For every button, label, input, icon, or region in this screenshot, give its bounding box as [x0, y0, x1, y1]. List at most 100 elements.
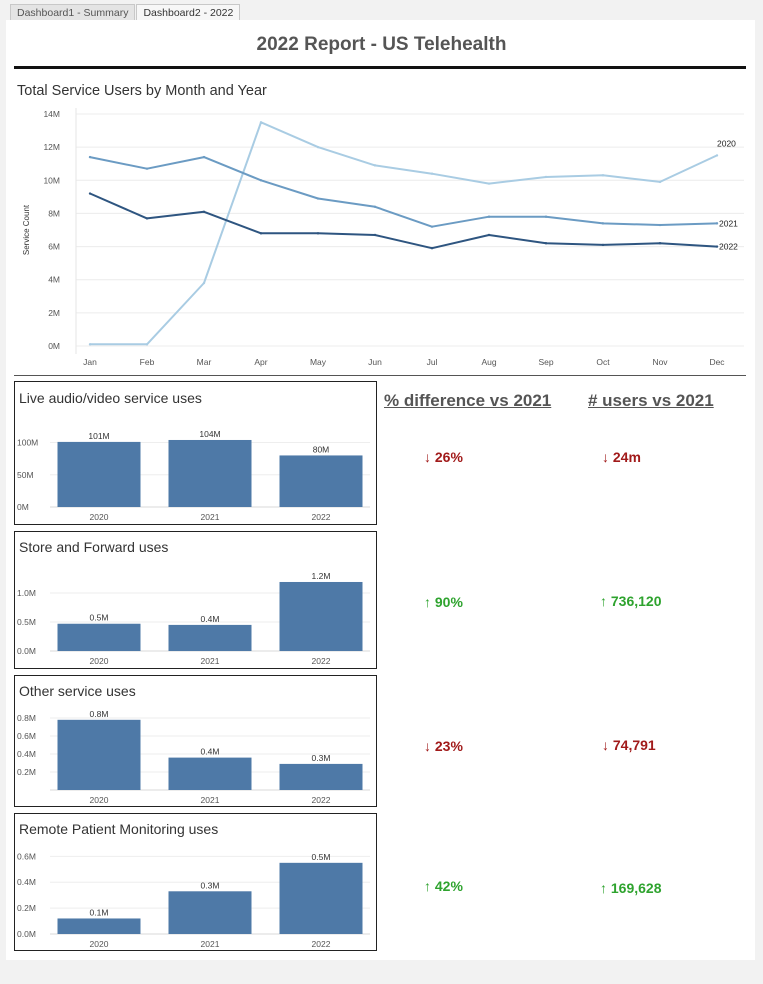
x-tick-label: Mar: [197, 357, 212, 367]
pct-diff-live-av: ↓ 26%: [424, 449, 463, 465]
tab-dashboard2[interactable]: Dashboard2 - 2022: [136, 4, 241, 22]
data-point-2020: [145, 343, 149, 346]
x-tick-label: Jul: [427, 357, 438, 367]
x-tick-label: Dec: [709, 357, 725, 367]
page-title: 2022 Report - US Telehealth: [256, 34, 507, 55]
x-tick-label: 2020: [90, 939, 109, 949]
bar-2022: [279, 862, 363, 934]
bar-value-label: 0.3M: [312, 753, 331, 763]
data-point-2020: [373, 164, 377, 167]
line-chart: Total Service Users by Month and Year Se…: [17, 83, 744, 367]
y-tick-label: 0.4M: [17, 877, 36, 887]
x-tick-label: Apr: [254, 357, 267, 367]
data-point-2021: [487, 215, 491, 218]
data-point-2022: [202, 210, 206, 213]
bar-2022: [279, 763, 363, 790]
y-tick-label: 0.4M: [17, 749, 36, 759]
x-tick-label: Feb: [140, 357, 155, 367]
y-tick-label: 0.0M: [17, 929, 36, 939]
x-tick-label: 2020: [90, 656, 109, 666]
bar-2022: [279, 455, 363, 507]
users-diff-header: # users vs 2021: [588, 391, 714, 410]
y-tick-label: 0M: [17, 502, 29, 512]
x-tick-label: 2021: [201, 512, 220, 522]
tab-dashboard1[interactable]: Dashboard1 - Summary: [10, 4, 136, 22]
data-point-2020: [202, 281, 206, 285]
bar-value-label: 0.4M: [201, 614, 220, 624]
y-tick-label: 0.2M: [17, 767, 36, 777]
data-point-2020: [430, 172, 434, 175]
data-point-2020: [658, 180, 662, 184]
y-tick-label: 14M: [43, 109, 60, 119]
data-point-2021: [658, 223, 662, 227]
data-point-2022: [259, 232, 263, 235]
x-tick-label: 2022: [312, 512, 331, 522]
x-tick-label: 2021: [201, 795, 220, 805]
data-point-2021: [202, 155, 206, 159]
data-point-2022: [316, 232, 320, 235]
x-tick-label: Oct: [596, 357, 610, 367]
data-point-2021: [373, 205, 377, 208]
x-tick-label: 2021: [201, 656, 220, 666]
x-tick-label: 2022: [312, 656, 331, 666]
y-tick-label: 0.8M: [17, 713, 36, 723]
x-tick-label: Sep: [538, 357, 553, 367]
data-point-2020: [544, 175, 548, 179]
bar-value-label: 0.5M: [90, 613, 109, 623]
pct-diff-other: ↓ 23%: [424, 738, 463, 754]
bar-value-label: 0.4M: [201, 747, 220, 757]
bar-value-label: 0.3M: [201, 880, 220, 890]
data-point-2021: [88, 155, 92, 159]
bar-value-label: 104M: [199, 429, 220, 439]
bar-chart-other: Other service uses 0.2M 0.4M 0.6M 0.8M 0.8M 2…: [17, 683, 370, 805]
bar-value-label: 1.2M: [312, 571, 331, 581]
bar-2020: [57, 441, 141, 507]
bar-2020: [57, 918, 141, 934]
data-point-2021: [430, 225, 434, 228]
panel-rpm: Remote Patient Monitoring uses 0.0M 0.2M 0…: [14, 813, 377, 951]
users-diff-other: ↓ 74,791: [602, 737, 656, 753]
y-tick-label: 0.6M: [17, 851, 36, 861]
x-tick-label: 2021: [201, 939, 220, 949]
title-divider: [14, 66, 746, 69]
data-point-2022: [373, 233, 377, 237]
bar-2021: [168, 439, 252, 507]
pct-diff-header: % difference vs 2021: [384, 391, 552, 410]
pct-diff-store-forward: ↑ 90%: [424, 594, 463, 610]
bar-chart-rpm: Remote Patient Monitoring uses 0.0M 0.2M 0…: [17, 821, 370, 949]
panel-live-av: Live audio/video service uses 0M 50M 100M 1…: [14, 381, 377, 525]
tab-bar: Dashboard1 - Summary Dashboard2 - 2022: [10, 4, 241, 22]
bar-chart-live-av: Live audio/video service uses 0M 50M 100M 1…: [17, 390, 370, 522]
bar-chart-title: Store and Forward uses: [19, 539, 168, 555]
data-point-2022: [145, 217, 149, 220]
y-tick-label: 0.2M: [17, 903, 36, 913]
y-tick-label: 6M: [48, 242, 60, 252]
users-diff-store-forward: ↑ 736,120: [600, 593, 662, 609]
data-point-2022: [601, 243, 605, 247]
bar-chart-title: Other service uses: [19, 683, 136, 699]
series-label-2022: 2022: [719, 242, 738, 252]
bar-2020: [57, 719, 141, 790]
users-diff-live-av: ↓ 24m: [602, 449, 641, 465]
series-line-2020: [90, 121, 718, 346]
section-divider: [14, 375, 746, 376]
bar-2021: [168, 757, 252, 790]
bar-value-label: 0.8M: [90, 709, 109, 719]
y-tick-label: 0.6M: [17, 731, 36, 741]
x-tick-label: 2022: [312, 795, 331, 805]
x-tick-label: Aug: [481, 357, 496, 367]
y-tick-label: 10M: [43, 175, 60, 185]
x-tick-label: 2022: [312, 939, 331, 949]
y-tick-label: 8M: [48, 208, 60, 218]
data-point-2022: [715, 245, 719, 248]
y-tick-label: 4M: [48, 275, 60, 285]
x-tick-label: Jun: [368, 357, 382, 367]
panel-other: Other service uses 0.2M 0.4M 0.6M 0.8M 0.8M 2…: [14, 675, 377, 807]
data-point-2022: [430, 247, 434, 250]
users-diff-rpm: ↑ 169,628: [600, 880, 662, 896]
y-tick-label: 1.0M: [17, 588, 36, 598]
data-point-2022: [88, 192, 92, 195]
y-axis-label: Service Count: [22, 204, 31, 255]
bar-chart-title: Live audio/video service uses: [19, 390, 202, 406]
data-point-2021: [259, 179, 263, 182]
